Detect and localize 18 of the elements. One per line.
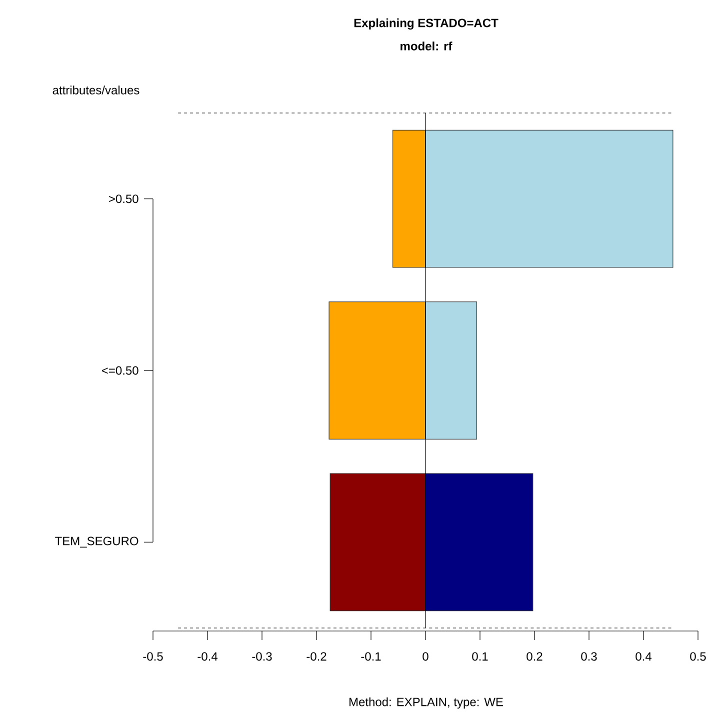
y-tick-label: <=0.50 <box>102 366 138 375</box>
x-tick-label: 0.2 <box>526 652 542 661</box>
chart-subtitle: model: rf <box>400 42 452 50</box>
y-tick-label: TEM_SEGURO <box>55 536 138 548</box>
y-tick-label: >0.50 <box>109 194 138 204</box>
x-tick-label: -0.2 <box>306 652 326 661</box>
chart-title: Explaining ESTADO=ACT <box>354 18 498 30</box>
y-axis-title: attributes/values <box>52 86 140 94</box>
x-tick-label: 0 <box>422 652 428 661</box>
x-tick-label: 0.5 <box>690 652 706 661</box>
x-axis-title: Method: EXPLAIN, type: WE <box>350 697 503 709</box>
x-tick-label: -0.1 <box>361 652 381 661</box>
x-tick-label: -0.4 <box>198 652 218 661</box>
x-tick-label: 0.1 <box>472 652 488 661</box>
x-tick-label: 0.3 <box>581 652 597 661</box>
x-tick-label: -0.3 <box>252 652 272 661</box>
x-tick-label: 0.4 <box>636 652 652 661</box>
x-tick-label: -0.5 <box>143 652 163 661</box>
